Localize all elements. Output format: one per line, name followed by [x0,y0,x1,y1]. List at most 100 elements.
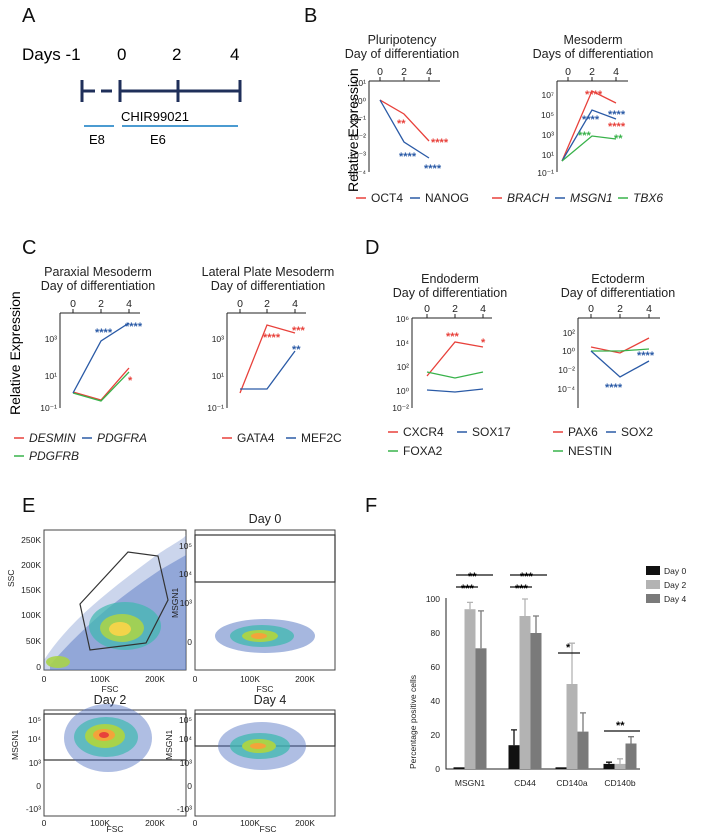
axes [577,314,660,408]
sig-star: **** [608,121,626,133]
xticks: 0 100K 200K [193,674,316,684]
xtick: 200K [145,674,165,684]
legend-label: OCT4 [371,191,403,205]
bar-legend: Day 0 Day 2 Day 4 [646,566,686,604]
ytick: 10⁻¹ [40,403,57,413]
axes [368,77,440,172]
xtick: 200K [295,674,315,684]
sig-star: *** [292,325,306,337]
series-mef2c [240,350,296,390]
yticks: 10⁵ 10⁴ 10³ 0 -10³ [26,715,41,814]
xtick: 100K [240,674,260,684]
ytick: 10⁴ [28,734,41,744]
axis-label-x: FSC [260,824,277,832]
day-tick-2: 2 [172,45,181,64]
xticks: 0 100K 200K [193,818,316,828]
axis-label-x: FSC [107,824,124,832]
panel-label-e: E [22,495,35,517]
ytick: 10⁴ [179,734,192,744]
flow-plot-ssc: 250K 200K 150K 100K 50K 0 0 100K 200K SS… [6,529,187,694]
xticks: 0 100K 200K [42,674,166,684]
bar-day4 [475,648,487,769]
bar-day2 [519,616,531,769]
series-oct4 [379,99,430,142]
series-pax6 [590,337,650,354]
ytick: 10⁻² [558,365,575,375]
legend-label: SOX17 [472,425,511,439]
sig-star: **** [399,151,417,163]
ytick: -10³ [26,804,41,814]
sig-star: ** [614,133,623,145]
bar-marks [453,598,637,769]
ytick: 10³ [542,130,554,140]
xtick: 4 [646,303,652,315]
series-pdgfrb [72,371,130,402]
bar-day0 [555,767,567,769]
sig-star: * [481,337,486,349]
axis-label-y: SSC [6,570,16,587]
error-bar [606,761,612,764]
ytick: 10³ [180,758,192,768]
title-pluripotency: Pluripotency [368,33,438,47]
error-bar [511,729,517,746]
error-bar [478,610,484,649]
panel-label-b: B [304,5,317,27]
chart-paraxial: Paraxial Mesoderm Day of differentiation… [14,265,155,463]
ytick: 50K [26,636,41,646]
ytick: 0 [435,764,440,774]
ytick: 10⁴ [179,569,192,579]
subtitle-ectoderm: Day of differentiation [561,286,675,300]
yticks: 250K 200K 150K 100K 50K 0 [21,535,41,672]
ytick: 10⁵ [179,715,192,725]
legend-swatch [646,594,660,603]
xtick: 2 [98,298,104,310]
bar-day0 [603,763,615,769]
flow-title: Day 0 [249,512,282,526]
sig-star: **** [605,382,623,394]
xtick: 0 [588,303,594,315]
sig-star: *** [461,583,475,595]
axes [226,309,306,408]
error-bar [628,736,634,744]
ytick: 10³ [29,758,41,768]
ytick: 10⁻² [392,403,409,413]
chart-endoderm: Endoderm Day of differentiation 0 2 4 10… [388,272,511,458]
flow-plot-day2: Day 2 10⁵ 10⁴ 10³ 0 -10³ 0 100K 200K MSG… [10,693,187,832]
sig-star: *** [515,583,529,595]
ytick: 150K [21,585,41,595]
bar-y-label: Percentage positive cells [408,675,418,769]
legend-label: Day 0 [664,566,686,576]
ytick: 10⁵ [179,541,192,551]
ytick: 10⁻² [349,132,366,142]
legend-label: TBX6 [633,191,663,205]
sig-star: *** [520,571,534,583]
relative-expression-label-c: Relative Expression [7,291,23,415]
xtick: 0 [70,298,76,310]
xtick: 2 [452,303,458,315]
scatter-density [44,535,186,670]
day-tick-0: 0 [117,45,126,64]
legend-b2: BRACH MSGN1 TBX6 [492,191,663,205]
gate-rect [43,713,187,761]
ytick: 10⁻¹ [349,114,366,124]
ytick: 250K [21,535,41,545]
ytick: 10³ [45,334,57,344]
chart-ectoderm: Ectoderm Day of differentiation 0 2 4 10… [553,272,675,458]
significance-brackets [456,574,640,732]
ytick: 20 [431,730,441,740]
timeline [80,80,242,102]
sig-star: ** [468,571,477,583]
series-cxcr4 [426,341,484,377]
sig-star: **** [431,137,449,149]
legend-swatch [646,566,660,575]
error-bar [467,601,473,610]
legend-label: NANOG [425,191,469,205]
ytick: 10⁻¹ [537,168,554,178]
axes [411,314,492,408]
yticks: 10⁷ 10⁵ 10³ 10¹ 10⁻¹ [537,90,554,178]
panel-label-d: D [365,237,379,259]
ytick: 60 [431,662,441,672]
yticks: 10⁵ 10⁴ 10³ 0 -10³ [177,715,192,814]
ytick: 10⁻¹ [207,403,224,413]
legend-label: MSGN1 [570,191,613,205]
